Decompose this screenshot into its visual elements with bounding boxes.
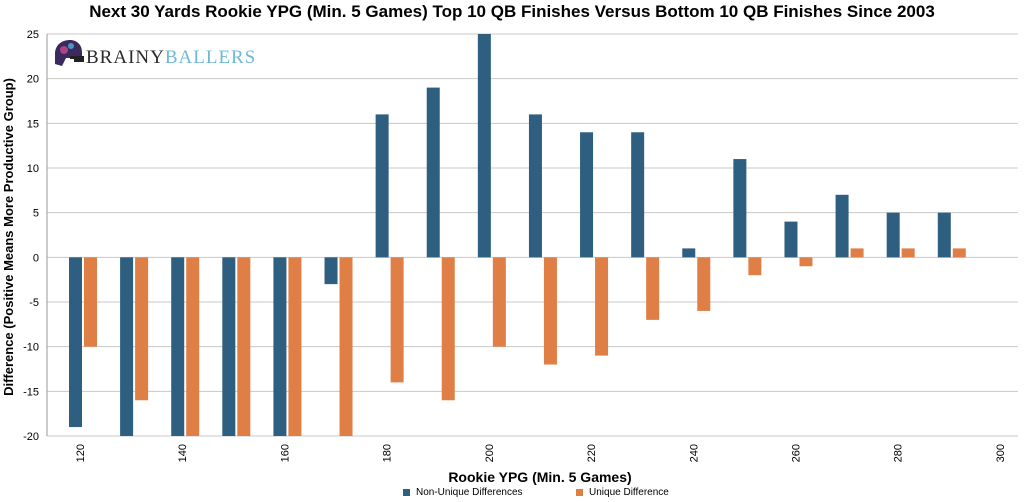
bar-non-unique-170 — [324, 257, 338, 285]
bar-unique-130 — [135, 257, 149, 401]
y-tick-label: 20 — [27, 74, 39, 86]
legend-swatch — [576, 488, 583, 496]
bar-non-unique-270 — [835, 194, 849, 258]
logo-text-brainy: BRAINY — [86, 47, 165, 68]
helmet-icon — [55, 40, 84, 66]
bars — [69, 34, 966, 436]
bar-unique-150 — [237, 257, 251, 436]
bar-unique-230 — [646, 257, 660, 320]
bar-unique-240 — [697, 257, 711, 311]
bar-unique-260 — [799, 257, 813, 267]
x-tick-label: 140 — [177, 444, 189, 462]
legend-label: Non-Unique Differences — [416, 487, 523, 498]
y-axis-label: Difference (Positive Means More Producti… — [1, 78, 16, 396]
bar-non-unique-250 — [733, 159, 747, 258]
x-tick-labels: 120 140 160 180 200 220 240 260 280 300 — [75, 444, 1007, 462]
bar-non-unique-160 — [273, 257, 287, 436]
bar-non-unique-240 — [682, 248, 696, 258]
chart-title: Next 30 Yards Rookie YPG (Min. 5 Games) … — [89, 2, 935, 21]
bar-non-unique-220 — [580, 132, 594, 258]
bar-unique-210 — [543, 257, 557, 365]
x-tick-label: 300 — [995, 444, 1007, 462]
legend-swatch — [403, 488, 410, 496]
legend-label: Unique Difference — [589, 487, 669, 498]
bar-unique-250 — [748, 257, 762, 276]
bar-unique-170 — [339, 257, 353, 436]
bar-non-unique-150 — [222, 257, 236, 436]
bar-non-unique-140 — [171, 257, 185, 436]
bar-non-unique-190 — [426, 87, 440, 258]
y-tick-label: 5 — [33, 208, 39, 220]
x-tick-label: 240 — [688, 444, 700, 462]
x-tick-label: 280 — [893, 444, 905, 462]
y-tick-label: 0 — [33, 252, 39, 264]
bar-non-unique-260 — [784, 221, 798, 258]
x-axis-label: Rookie YPG (Min. 5 Games) — [448, 469, 631, 485]
y-tick-label: -10 — [23, 342, 39, 354]
bar-non-unique-230 — [631, 132, 645, 258]
bar-unique-120 — [84, 257, 97, 347]
bar-non-unique-280 — [886, 212, 900, 258]
brand-logo: BRAINYBALLERS — [55, 40, 256, 68]
logo-text-ballers: BALLERS — [165, 47, 256, 68]
bar-unique-140 — [186, 257, 200, 436]
y-tick-label: -20 — [23, 431, 39, 443]
x-tick-label: 180 — [382, 444, 394, 462]
bar-unique-180 — [390, 257, 404, 383]
y-tick-labels: 25 20 15 10 5 0 -5 -10 -15 -20 — [23, 29, 39, 443]
bar-unique-200 — [492, 257, 506, 347]
y-tick-label: 10 — [27, 163, 39, 175]
bar-unique-220 — [595, 257, 609, 356]
y-tick-label: 25 — [27, 29, 39, 41]
bar-non-unique-180 — [375, 114, 389, 258]
bar-unique-190 — [441, 257, 455, 401]
legend-item-non-unique: Non-Unique Differences — [403, 487, 523, 498]
y-tick-label: -5 — [29, 297, 39, 309]
svg-text:BRAINYBALLERS: BRAINYBALLERS — [86, 47, 256, 68]
bar-unique-270 — [850, 248, 864, 258]
x-tick-label: 120 — [75, 444, 87, 462]
y-tick-label: 15 — [27, 118, 39, 130]
bar-unique-290 — [952, 248, 966, 258]
x-tick-label: 220 — [586, 444, 598, 462]
x-tick-label: 260 — [790, 444, 802, 462]
bar-unique-160 — [288, 257, 302, 436]
bar-non-unique-130 — [120, 257, 134, 436]
bar-non-unique-210 — [528, 114, 542, 258]
x-tick-label: 200 — [484, 444, 496, 462]
bar-unique-280 — [901, 248, 915, 258]
y-tick-label: -15 — [23, 386, 39, 398]
bar-non-unique-120 — [69, 257, 82, 428]
x-tick-label: 160 — [279, 444, 291, 462]
bar-non-unique-200 — [477, 34, 491, 258]
bar-non-unique-290 — [937, 212, 951, 258]
legend-item-unique: Unique Difference — [576, 487, 669, 498]
